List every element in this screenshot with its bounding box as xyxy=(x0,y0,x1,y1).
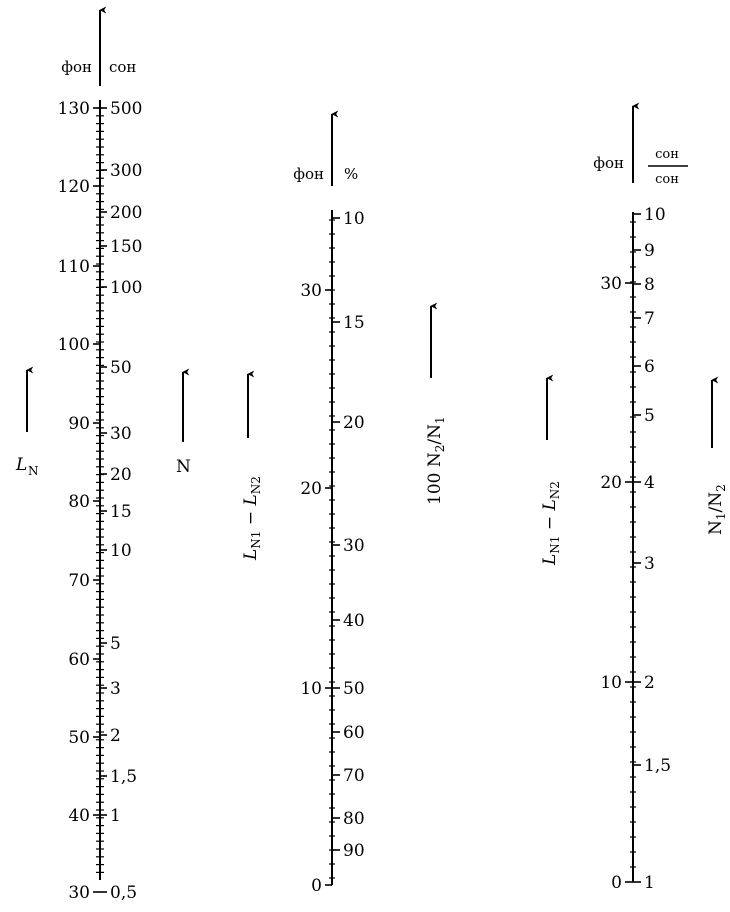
percent-phon-label: 0 xyxy=(311,876,322,896)
loudness-phon-labels: 130 120 110 100 90 80 70 60 50 40 30 xyxy=(58,99,100,903)
ratio-value-label: 5 xyxy=(644,406,655,426)
loudness-sone-label: 10 xyxy=(110,541,132,561)
loudness-phon-label: 90 xyxy=(68,414,90,434)
percent-phon-label: 20 xyxy=(300,479,322,499)
ratio-value-label: 4 xyxy=(644,473,655,493)
percent-phon-label: 10 xyxy=(300,679,322,699)
loudness-sone-label: 2 xyxy=(110,726,121,746)
ln-arrow-label: L N xyxy=(15,366,39,478)
loudness-sone-label: 150 xyxy=(110,237,142,257)
ratio-value-label: 7 xyxy=(644,309,655,329)
ratio-value-label: 2 xyxy=(644,673,655,693)
loudness-sone-label: 30 xyxy=(110,424,132,444)
percent-value-label: 70 xyxy=(343,766,365,786)
ratio-scale: фон сон сон 30 20 10 0 10 9 8 7 6 5 4 3 2 1,5 1 xyxy=(593,102,688,893)
ratio-phon-label: 20 xyxy=(600,473,622,493)
ratio-minor-ticks xyxy=(630,221,636,868)
ratio-value-label: 1,5 xyxy=(644,756,671,776)
level-diff-label-1: LN1 − LN2 xyxy=(241,476,263,561)
loudness-sone-label: 15 xyxy=(110,502,132,522)
percent-value-label: 20 xyxy=(343,413,365,433)
percent-unit-percent: % xyxy=(344,165,358,183)
loudness-unit-sone: сон xyxy=(109,58,136,76)
percent-value-label: 30 xyxy=(343,536,365,556)
ln-label: L xyxy=(15,455,27,475)
loudness-sone-label: 3 xyxy=(110,679,121,699)
loudness-phon-label: 110 xyxy=(58,257,90,277)
loudness-sone-label: 50 xyxy=(110,358,132,378)
percent-phon-labels: 30 20 10 0 xyxy=(300,281,332,896)
loudness-phon-label: 30 xyxy=(68,883,90,903)
loudness-sone-label: 1 xyxy=(110,806,121,826)
loudness-phon-label: 80 xyxy=(68,492,90,512)
loudness-unit-phon: фон xyxy=(61,58,92,76)
ratio-phon-label: 30 xyxy=(600,274,622,294)
percent-value-label: 90 xyxy=(343,841,365,861)
ratio-value-label: 1 xyxy=(644,873,655,893)
loudness-phon-label: 50 xyxy=(68,728,90,748)
loudness-phon-label: 70 xyxy=(68,571,90,591)
loudness-phon-label: 100 xyxy=(58,335,90,355)
n-arrow-label: N xyxy=(176,368,191,477)
level-diff-arrow-label-1: LN1 − LN2 xyxy=(241,370,263,561)
percent-phon-label: 30 xyxy=(300,281,322,301)
ratio-phon-labels: 30 20 10 0 xyxy=(600,274,633,893)
ratio-label: N1/N2 xyxy=(706,484,728,535)
ln-label-sub: N xyxy=(28,464,39,478)
loudness-sone-label: 100 xyxy=(110,278,142,298)
n-label: N xyxy=(176,457,191,477)
ratio-phon-label: 0 xyxy=(611,873,622,893)
percent-value-label: 80 xyxy=(343,809,365,829)
ratio-value-label: 6 xyxy=(644,357,655,377)
percent-value-label: 40 xyxy=(343,611,365,631)
ratio-value-label: 3 xyxy=(644,554,655,574)
percent-value-label: 15 xyxy=(343,313,365,333)
loudness-phon-label: 60 xyxy=(68,650,90,670)
percent-value-labels: 10 15 20 30 40 50 60 70 80 90 xyxy=(332,209,365,861)
percent-scale: фон % 30 20 10 0 10 15 20 30 40 50 60 70 80 90 xyxy=(293,110,365,896)
level-diff-arrow-label-2: LN1 − LN2 xyxy=(540,374,562,566)
loudness-sone-label: 300 xyxy=(110,161,142,181)
percent-ratio-label: 100 N2/N1 xyxy=(425,416,447,505)
ratio-unit-phon: фон xyxy=(593,154,624,172)
loudness-phon-label: 120 xyxy=(58,177,90,197)
percent-value-label: 10 xyxy=(343,209,365,229)
loudness-sone-label: 200 xyxy=(110,203,142,223)
ratio-value-label: 8 xyxy=(644,275,655,295)
loudness-phon-label: 130 xyxy=(58,99,90,119)
ratio-unit-denominator: сон xyxy=(655,172,679,187)
loudness-sone-label: 500 xyxy=(110,99,142,119)
loudness-sone-label: 0,5 xyxy=(110,883,137,903)
percent-value-label: 60 xyxy=(343,723,365,743)
loudness-sone-label: 1,5 xyxy=(110,767,137,787)
ratio-unit-numerator: сон xyxy=(655,147,679,162)
loudness-sone-label: 20 xyxy=(110,465,132,485)
ratio-phon-label: 10 xyxy=(600,673,622,693)
percent-ratio-arrow-label: 100 N2/N1 xyxy=(425,302,447,505)
percent-unit-phon: фон xyxy=(293,165,324,183)
percent-value-label: 50 xyxy=(343,679,365,699)
ratio-value-labels: 10 9 8 7 6 5 4 3 2 1,5 1 xyxy=(633,205,671,893)
loudness-sone-label: 5 xyxy=(110,634,121,654)
loudness-sone-labels: 500 300 200 150 100 50 30 20 15 10 5 3 2 1,5 1 0,5 xyxy=(100,99,142,903)
ratio-arrow-label: N1/N2 xyxy=(706,376,728,535)
ratio-value-label: 10 xyxy=(644,205,666,225)
ratio-value-label: 9 xyxy=(644,241,655,261)
level-diff-label-2: LN1 − LN2 xyxy=(540,481,562,566)
loudness-phon-label: 40 xyxy=(68,806,90,826)
